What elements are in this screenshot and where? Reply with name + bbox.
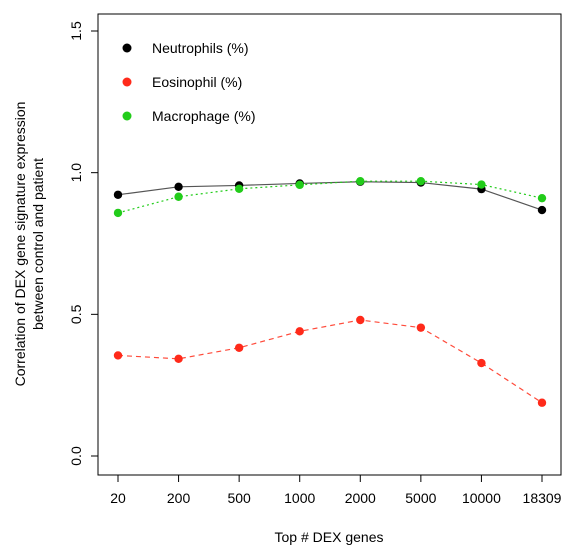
y-tick-label: 0.5 [68,304,84,324]
y-tick-label: 0.0 [68,446,84,466]
y-tick-label: 1.0 [68,163,84,183]
data-point-eosinophil [477,358,486,368]
series-line-macrophage [117,180,543,214]
plot-frame [97,13,562,476]
y-axis-title-line-1: Correlation of DEX gene signature expres… [12,102,28,387]
data-point-eosinophil [113,351,123,360]
data-point-eosinophil [174,354,183,364]
data-point-eosinophil [416,323,426,332]
series-layer [113,176,547,407]
x-tick-label: 2000 [345,490,376,506]
legend-marker-neutrophils [122,43,132,53]
data-point-macrophage [113,208,123,218]
legend-label-macrophage: Macrophage (%) [152,108,256,124]
data-point-eosinophil [234,343,244,352]
data-point-macrophage [174,192,183,201]
data-point-eosinophil [295,327,304,336]
legend-marker-eosinophil [122,77,132,87]
x-tick-label: 1000 [284,490,315,506]
x-tick-label: 200 [167,490,191,506]
data-point-neutrophils [174,182,183,192]
y-axis-title-line-2: between control and patient [30,158,46,330]
x-tick-label: 20 [110,490,126,506]
x-tick-label: 18309 [523,490,562,506]
legend-label-neutrophils: Neutrophils (%) [152,40,248,56]
data-point-macrophage [234,184,244,194]
x-tick-label: 5000 [405,490,436,506]
x-axis: 20 200 500 1000 2000 5000 10000 18309 [110,475,562,506]
x-axis-title: Top # DEX genes [275,529,384,545]
y-tick-label: 1.5 [68,21,84,41]
data-point-neutrophils [537,205,547,215]
data-point-eosinophil [537,398,547,407]
data-point-macrophage [295,180,304,190]
legend-label-eosinophil: Eosinophil (%) [152,74,242,90]
legend-marker-macrophage [122,111,132,121]
data-point-macrophage [416,176,426,186]
x-tick-label: 10000 [462,490,501,506]
data-point-eosinophil [356,315,365,325]
series-line-neutrophils [117,181,543,211]
data-point-macrophage [477,180,486,189]
data-point-macrophage [537,193,547,203]
x-tick-label: 500 [227,490,251,506]
data-point-neutrophils [113,190,123,199]
data-point-macrophage [356,176,365,186]
y-axis: 0.0 0.5 1.0 1.5 [68,21,98,466]
legend: Neutrophils (%) Eosinophil (%) Macrophag… [122,40,256,124]
